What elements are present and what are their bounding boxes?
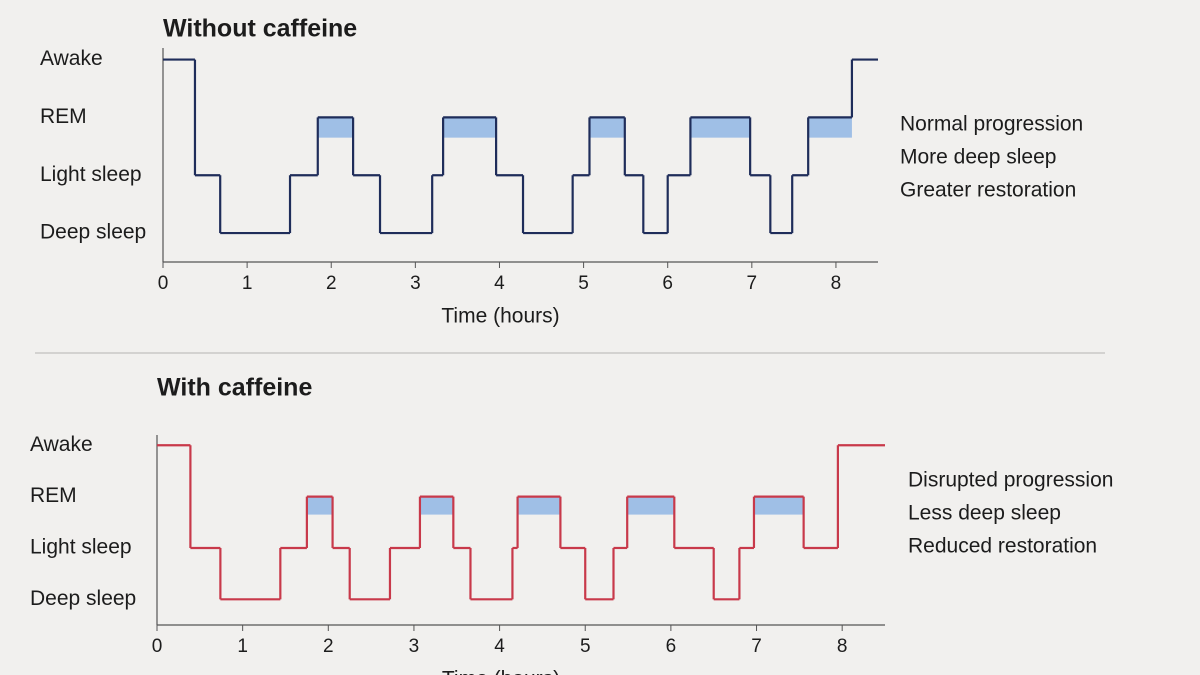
- x-tick-label: 7: [747, 273, 758, 294]
- rem-shade: [627, 496, 675, 515]
- note: Disrupted progression: [908, 469, 1113, 492]
- rem-shade: [690, 117, 751, 138]
- x-tick-label: 8: [831, 273, 842, 294]
- x-tick-label: 7: [751, 636, 762, 657]
- rem-shade: [753, 496, 804, 515]
- rem-shade: [443, 117, 497, 138]
- x-axis-label: Time (hours): [441, 305, 559, 328]
- rem-shade: [317, 117, 354, 138]
- note: More deep sleep: [900, 146, 1056, 169]
- y-tick-label: Awake: [30, 433, 93, 456]
- x-tick-label: 0: [158, 273, 169, 294]
- note: Greater restoration: [900, 179, 1076, 202]
- x-tick-label: 0: [152, 636, 163, 657]
- x-tick-label: 2: [326, 273, 337, 294]
- x-tick-label: 1: [237, 636, 248, 657]
- rem-shade: [306, 496, 333, 515]
- note: Normal progression: [900, 113, 1083, 136]
- x-tick-label: 4: [494, 636, 505, 657]
- y-tick-label: Deep sleep: [40, 221, 146, 244]
- x-tick-label: 6: [662, 273, 673, 294]
- x-tick-label: 8: [837, 636, 848, 657]
- x-tick-label: 5: [578, 273, 589, 294]
- rem-shade: [808, 117, 852, 138]
- y-tick-label: Light sleep: [40, 163, 142, 186]
- x-tick-label: 4: [494, 273, 505, 294]
- x-axis-label: Time (hours): [442, 668, 560, 675]
- rem-shade: [517, 496, 561, 515]
- y-tick-label: Deep sleep: [30, 587, 136, 610]
- chart-title: Without caffeine: [163, 15, 357, 43]
- note: Less deep sleep: [908, 502, 1061, 525]
- y-tick-label: Light sleep: [30, 536, 132, 559]
- y-tick-label: REM: [30, 484, 77, 507]
- rem-shade: [589, 117, 625, 138]
- note: Reduced restoration: [908, 535, 1097, 558]
- x-tick-label: 3: [409, 636, 420, 657]
- x-tick-label: 6: [666, 636, 677, 657]
- y-tick-label: REM: [40, 105, 87, 128]
- chart-title: With caffeine: [157, 374, 312, 402]
- x-tick-label: 3: [410, 273, 421, 294]
- x-tick-label: 1: [242, 273, 253, 294]
- y-tick-label: Awake: [40, 47, 103, 70]
- x-tick-label: 2: [323, 636, 334, 657]
- x-tick-label: 5: [580, 636, 591, 657]
- rem-shade: [419, 496, 454, 515]
